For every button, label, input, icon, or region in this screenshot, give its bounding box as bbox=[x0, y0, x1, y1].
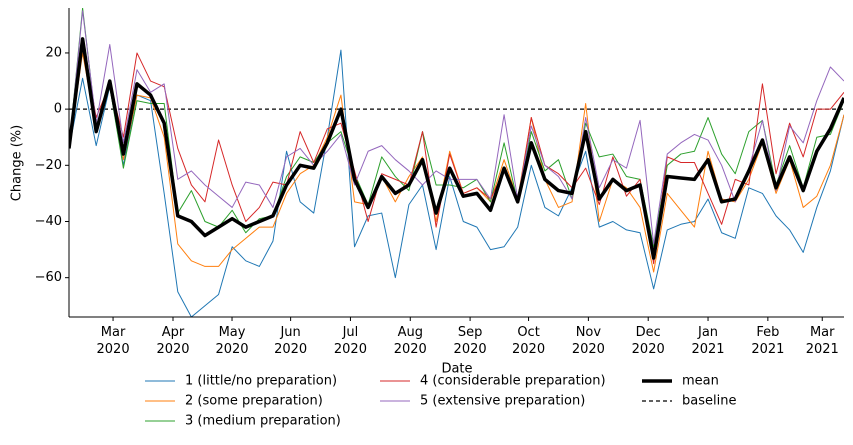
legend-label: baseline bbox=[682, 394, 736, 409]
legend-label: 1 (little/no preparation) bbox=[185, 374, 337, 389]
x-tick-label: Apr 2020 bbox=[156, 325, 189, 357]
x-tick-label: Dec 2020 bbox=[632, 325, 665, 357]
legend-label: 3 (medium preparation) bbox=[185, 414, 341, 429]
legend-label: mean bbox=[682, 374, 719, 389]
series-line bbox=[69, 49, 844, 317]
series-line bbox=[69, 38, 844, 265]
x-tick-label: Feb 2021 bbox=[751, 325, 784, 357]
legend-label: 5 (extensive preparation) bbox=[420, 394, 585, 409]
x-axis-label: Date bbox=[441, 362, 472, 377]
y-tick-label: −60 bbox=[35, 270, 62, 285]
y-tick-label: 20 bbox=[45, 45, 62, 60]
x-tick-label: Jul 2020 bbox=[334, 325, 367, 357]
x-tick-label: Oct 2020 bbox=[512, 325, 545, 357]
x-tick-label: Nov 2020 bbox=[572, 325, 605, 357]
series-line bbox=[69, 10, 844, 245]
y-axis-label: Change (%) bbox=[10, 125, 25, 201]
x-tick-label: Mar 2020 bbox=[97, 325, 130, 357]
y-tick-label: 0 bbox=[54, 102, 62, 117]
series-line bbox=[69, 8, 844, 248]
series-line bbox=[69, 37, 844, 260]
y-tick-label: −40 bbox=[35, 214, 62, 229]
x-tick-label: Aug 2020 bbox=[394, 325, 427, 357]
x-tick-label: Sep 2020 bbox=[454, 325, 487, 357]
x-tick-label: Jan 2021 bbox=[691, 325, 724, 357]
legend-label: 4 (considerable preparation) bbox=[420, 374, 606, 389]
x-tick-label: Jun 2020 bbox=[274, 325, 307, 357]
legend-label: 2 (some preparation) bbox=[185, 394, 323, 409]
y-tick-label: −20 bbox=[35, 158, 62, 173]
x-tick-label: May 2020 bbox=[215, 325, 248, 357]
x-tick-label: Mar 2021 bbox=[806, 325, 839, 357]
